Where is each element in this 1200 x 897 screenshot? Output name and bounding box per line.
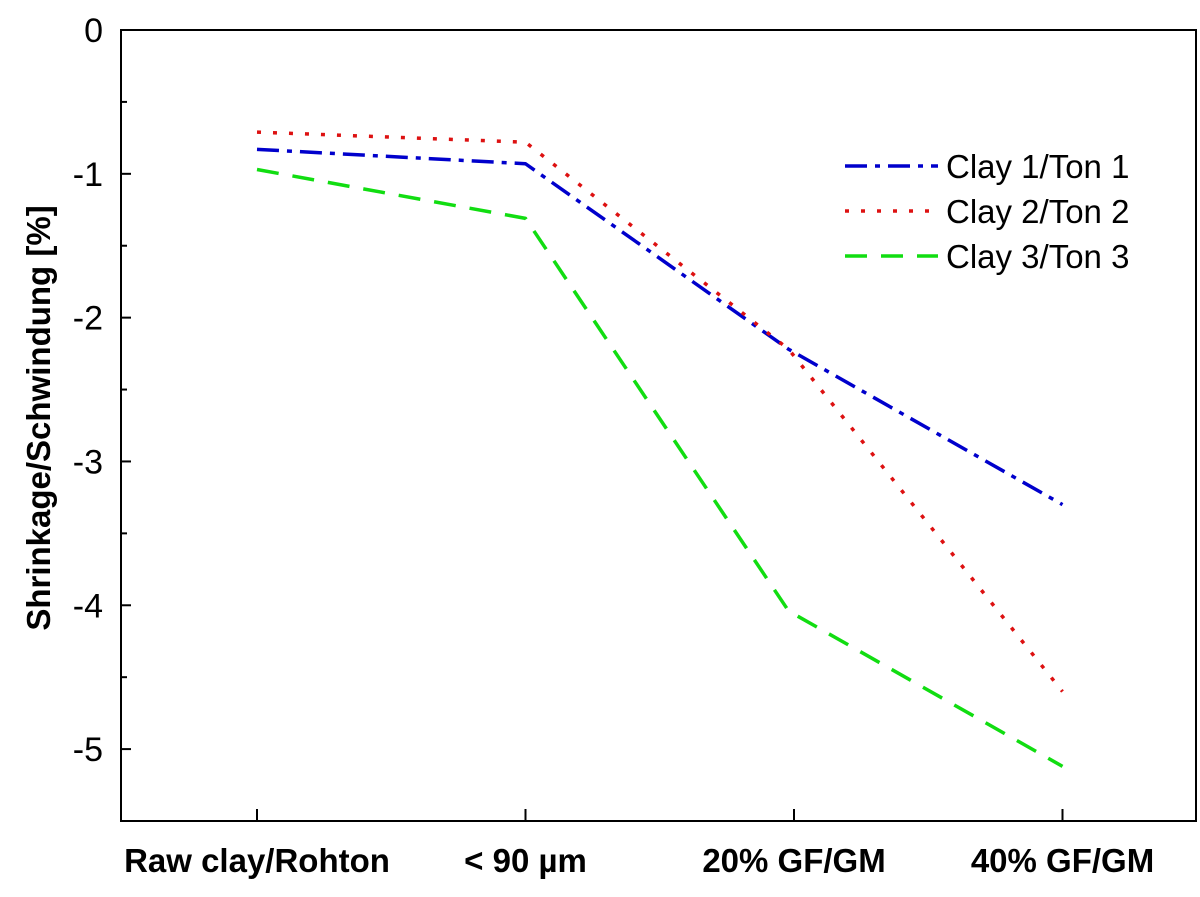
x-category-label: 20% GF/GM	[702, 842, 885, 879]
x-category-label: Raw clay/Rohton	[124, 842, 390, 879]
series-lines	[256, 130, 1064, 768]
x-category-label: < 90 µm	[464, 842, 587, 879]
y-tick-label: -3	[73, 443, 103, 481]
series-line-2	[256, 130, 1064, 693]
y-tick-label: -2	[73, 300, 103, 338]
legend-label-2: Clay 2/Ton 2	[946, 193, 1129, 230]
y-tick-label: -4	[73, 587, 103, 625]
y-tick-label: 0	[84, 12, 103, 50]
x-category-label: 40% GF/GM	[971, 842, 1154, 879]
legend-label-3: Clay 3/Ton 3	[946, 238, 1129, 275]
y-tick-label: -1	[73, 156, 103, 194]
legend: Clay 1/Ton 1 Clay 2/Ton 2 Clay 3/Ton 3	[845, 148, 1129, 275]
series-line-1	[256, 147, 1064, 507]
plot-frame	[120, 29, 1197, 822]
y-axis-title: Shrinkage/Schwindung [%]	[20, 205, 57, 630]
axes: 0 -1 -2 -3 -4 -5 Raw clay/Rohton < 90 µm 20% GF/…	[73, 12, 1197, 879]
series-line-3	[256, 167, 1064, 768]
legend-label-1: Clay 1/Ton 1	[946, 148, 1129, 185]
y-tick-label: -5	[73, 731, 103, 769]
